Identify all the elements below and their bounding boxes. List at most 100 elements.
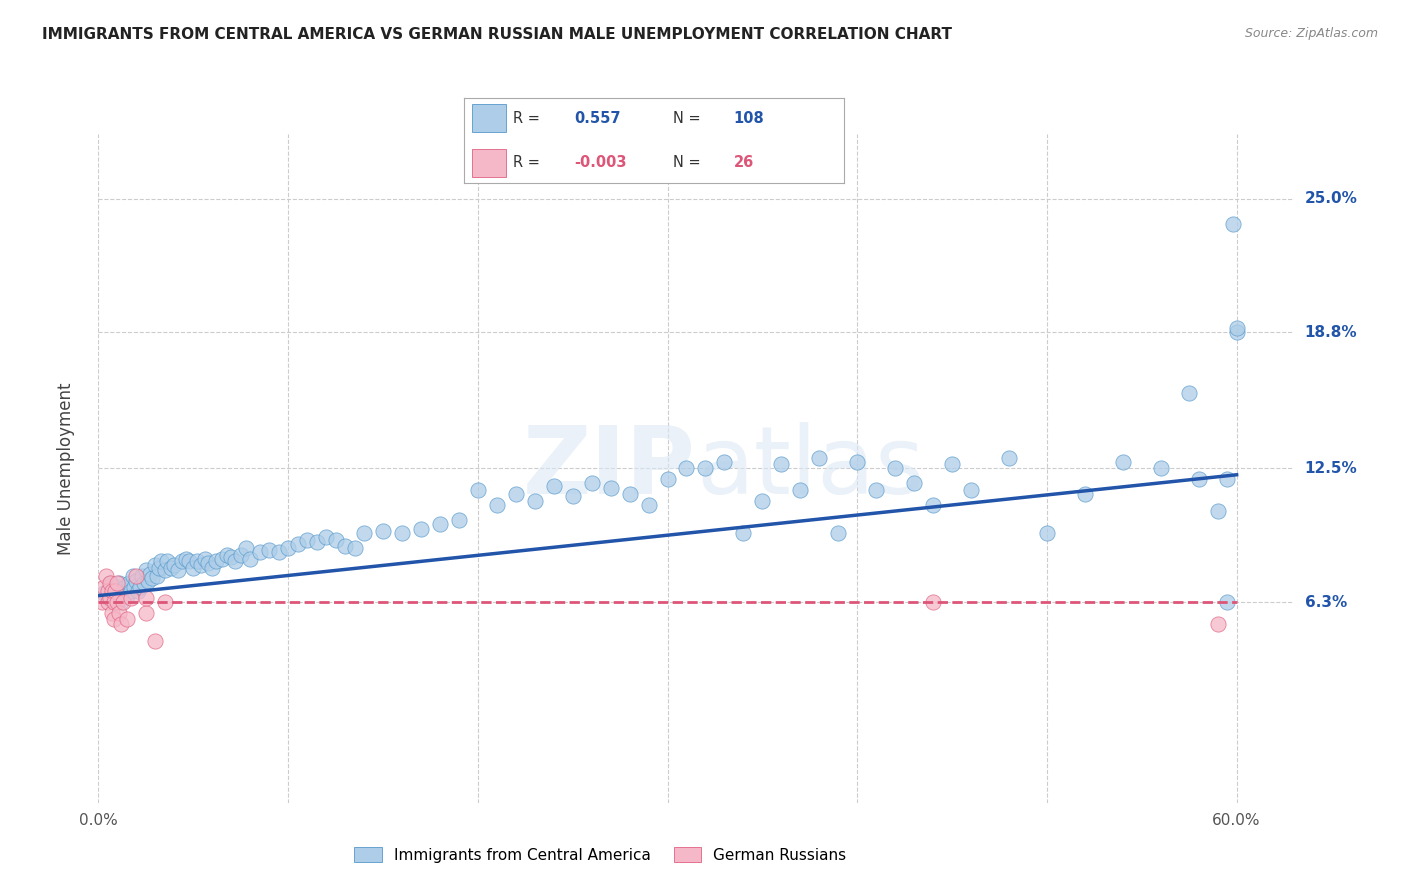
Point: [156, 554, 179, 568]
Text: ZIP: ZIP: [523, 422, 696, 515]
Point: [112, 595, 135, 609]
Point: [998, 450, 1021, 465]
Point: [1188, 472, 1211, 486]
Point: [1074, 487, 1097, 501]
Point: [224, 554, 246, 568]
Point: [1150, 461, 1173, 475]
Point: [827, 526, 849, 541]
Point: [235, 541, 257, 556]
Legend: Immigrants from Central America, German Russians: Immigrants from Central America, German …: [349, 840, 852, 869]
Point: [167, 563, 190, 577]
Text: Source: ZipAtlas.com: Source: ZipAtlas.com: [1244, 27, 1378, 40]
Point: [1226, 326, 1249, 340]
Point: [267, 545, 290, 559]
Point: [1216, 472, 1239, 486]
Point: [150, 554, 173, 568]
Point: [903, 476, 925, 491]
Text: 6.3%: 6.3%: [1305, 595, 1347, 609]
Bar: [471, 149, 506, 177]
Point: [98, 575, 121, 590]
Point: [429, 517, 451, 532]
Point: [657, 472, 679, 486]
Text: N =: N =: [673, 111, 700, 126]
Point: [112, 584, 135, 599]
Point: [129, 580, 152, 594]
Point: [110, 616, 132, 631]
Point: [239, 552, 262, 566]
Point: [201, 560, 224, 574]
Point: [353, 526, 375, 541]
Point: [287, 537, 309, 551]
Point: [100, 584, 122, 599]
Point: [127, 584, 149, 599]
Point: [108, 606, 131, 620]
Point: [581, 476, 603, 491]
Point: [770, 457, 793, 471]
Point: [94, 569, 117, 583]
Point: [194, 552, 217, 566]
Text: -0.003: -0.003: [574, 155, 627, 170]
Text: atlas: atlas: [696, 422, 924, 515]
Point: [118, 575, 141, 590]
Text: IMMIGRANTS FROM CENTRAL AMERICA VS GERMAN RUSSIAN MALE UNEMPLOYMENT CORRELATION : IMMIGRANTS FROM CENTRAL AMERICA VS GERMA…: [42, 27, 952, 42]
Text: 0.557: 0.557: [574, 111, 620, 126]
Bar: [471, 104, 506, 132]
Point: [97, 595, 120, 609]
Point: [409, 522, 432, 536]
Point: [485, 498, 508, 512]
Point: [229, 548, 252, 562]
Point: [846, 455, 869, 469]
Text: R =: R =: [513, 111, 540, 126]
Point: [371, 524, 394, 538]
Point: [115, 589, 138, 603]
Point: [98, 591, 121, 605]
Point: [808, 450, 831, 465]
Text: 18.8%: 18.8%: [1305, 325, 1357, 340]
Point: [141, 571, 163, 585]
Point: [733, 526, 755, 541]
Point: [619, 487, 641, 501]
Point: [305, 534, 328, 549]
Point: [110, 595, 132, 609]
Point: [523, 493, 546, 508]
Point: [103, 595, 125, 609]
Point: [186, 554, 208, 568]
Point: [138, 567, 160, 582]
Point: [333, 539, 356, 553]
Point: [205, 554, 228, 568]
Point: [561, 489, 583, 503]
Point: [125, 574, 148, 588]
Point: [1206, 504, 1229, 518]
Point: [675, 461, 697, 475]
Point: [143, 558, 166, 573]
Y-axis label: Male Unemployment: Male Unemployment: [56, 382, 75, 555]
Point: [391, 526, 413, 541]
Text: 12.5%: 12.5%: [1305, 461, 1357, 475]
Point: [153, 595, 176, 609]
Point: [105, 586, 128, 600]
Point: [1216, 595, 1239, 609]
Point: [91, 595, 114, 609]
Point: [505, 487, 527, 501]
Text: 108: 108: [734, 111, 765, 126]
Point: [93, 586, 115, 600]
Point: [104, 580, 127, 594]
Point: [941, 457, 963, 471]
Point: [97, 591, 120, 605]
Point: [124, 580, 146, 594]
Point: [751, 493, 773, 508]
Point: [249, 545, 271, 559]
Point: [121, 569, 143, 583]
Point: [713, 455, 735, 469]
Point: [343, 541, 366, 556]
Text: 25.0%: 25.0%: [1305, 191, 1358, 206]
Point: [148, 560, 170, 574]
Text: R =: R =: [513, 155, 540, 170]
Point: [100, 606, 122, 620]
Point: [865, 483, 887, 497]
Point: [197, 556, 219, 570]
Point: [100, 584, 122, 599]
Point: [1222, 218, 1244, 232]
Point: [257, 543, 280, 558]
Point: [103, 612, 125, 626]
